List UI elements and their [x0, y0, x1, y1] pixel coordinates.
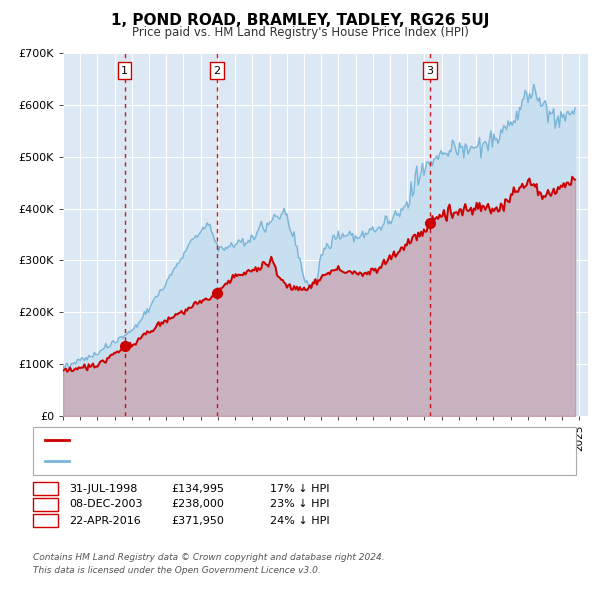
Text: Contains HM Land Registry data © Crown copyright and database right 2024.: Contains HM Land Registry data © Crown c… — [33, 553, 385, 562]
Text: 31-JUL-1998: 31-JUL-1998 — [69, 484, 137, 493]
Text: 17% ↓ HPI: 17% ↓ HPI — [270, 484, 329, 493]
Text: 3: 3 — [42, 516, 49, 526]
Text: 2: 2 — [42, 500, 49, 509]
Text: 3: 3 — [427, 66, 433, 76]
Text: 1: 1 — [121, 66, 128, 76]
Text: £238,000: £238,000 — [171, 500, 224, 509]
Text: Price paid vs. HM Land Registry's House Price Index (HPI): Price paid vs. HM Land Registry's House … — [131, 26, 469, 39]
Text: 22-APR-2016: 22-APR-2016 — [69, 516, 141, 526]
Text: 08-DEC-2003: 08-DEC-2003 — [69, 500, 143, 509]
Text: £371,950: £371,950 — [171, 516, 224, 526]
Text: 2: 2 — [213, 66, 220, 76]
Text: £134,995: £134,995 — [171, 484, 224, 493]
Text: 1: 1 — [42, 484, 49, 493]
Text: 23% ↓ HPI: 23% ↓ HPI — [270, 500, 329, 509]
Text: 24% ↓ HPI: 24% ↓ HPI — [270, 516, 329, 526]
Text: 1, POND ROAD, BRAMLEY, TADLEY, RG26 5UJ (detached house): 1, POND ROAD, BRAMLEY, TADLEY, RG26 5UJ … — [74, 435, 402, 445]
Text: This data is licensed under the Open Government Licence v3.0.: This data is licensed under the Open Gov… — [33, 566, 321, 575]
Text: 1, POND ROAD, BRAMLEY, TADLEY, RG26 5UJ: 1, POND ROAD, BRAMLEY, TADLEY, RG26 5UJ — [111, 13, 489, 28]
Text: HPI: Average price, detached house, Basingstoke and Deane: HPI: Average price, detached house, Basi… — [74, 457, 390, 467]
